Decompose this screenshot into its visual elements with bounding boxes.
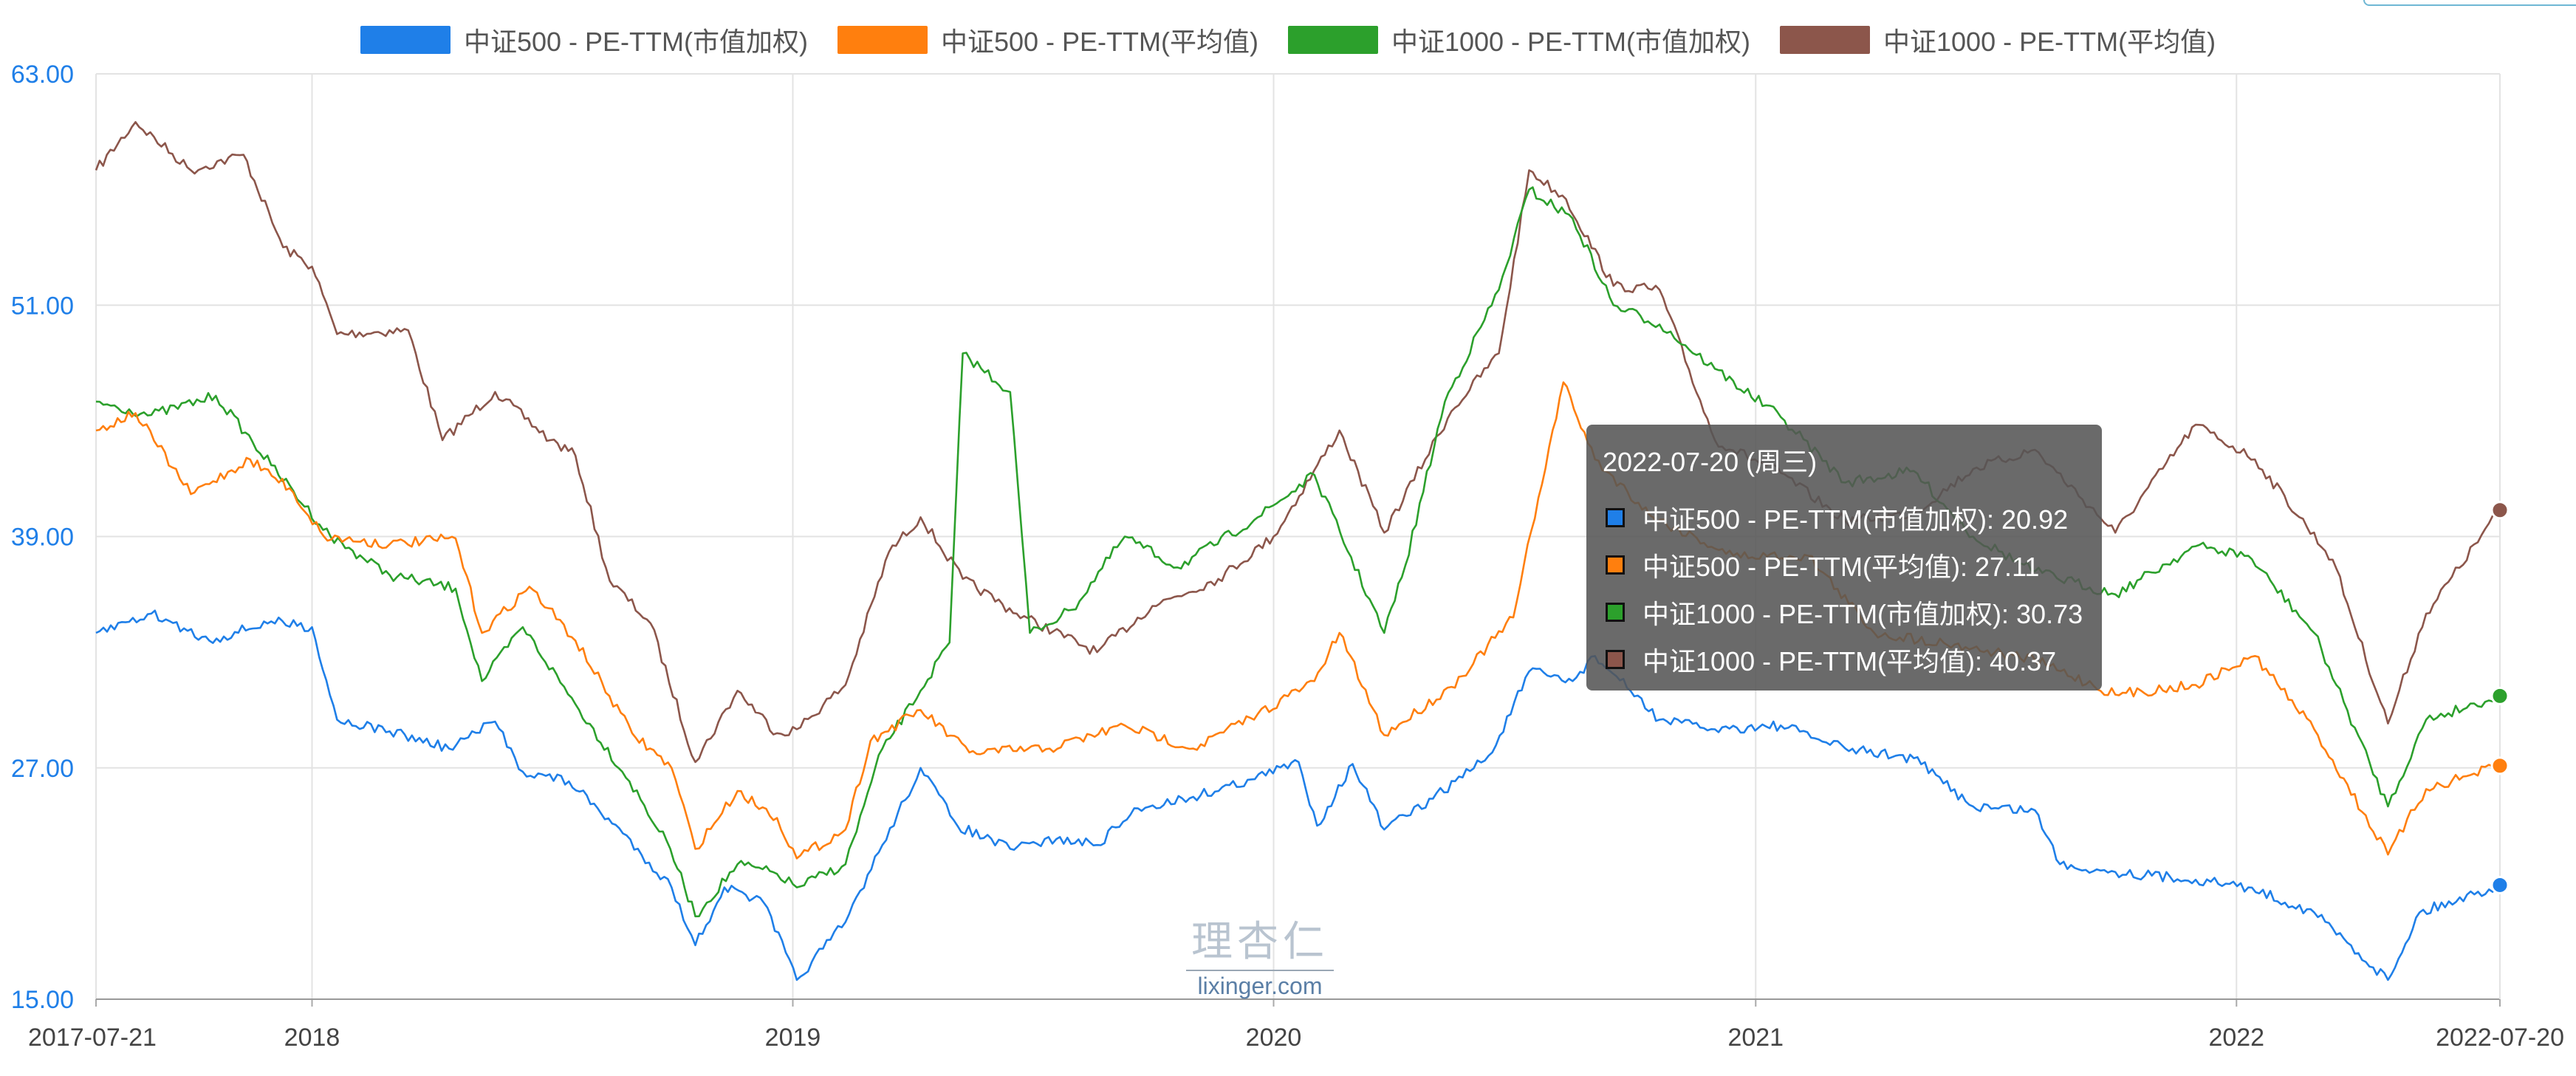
tooltip-row-csi1000-weighted: 中证1000 - PE-TTM(市值加权): 30.73 xyxy=(1606,593,2083,631)
end-markers[interactable] xyxy=(2490,501,2510,894)
legend-item-csi1000-average[interactable]: 中证1000 - PE-TTM(平均值) xyxy=(1780,21,2216,59)
tooltip-swatch xyxy=(1606,555,1625,575)
tooltip-value: 中证1000 - PE-TTM(平均值): 40.37 xyxy=(1642,646,2057,676)
watermark: 理杏仁 lixinger.com xyxy=(1179,908,1341,1000)
end-marker-csi500-average[interactable] xyxy=(2490,756,2510,775)
tooltip-value: 中证500 - PE-TTM(平均值): 27.11 xyxy=(1642,552,2040,582)
legend-item-csi500-weighted[interactable]: 中证500 - PE-TTM(市值加权) xyxy=(360,21,808,59)
end-marker-csi1000-average[interactable] xyxy=(2490,501,2510,520)
legend-swatch-csi500-weighted xyxy=(360,26,451,54)
series-line-csi1000-average xyxy=(95,121,2501,764)
series-lines xyxy=(95,121,2501,981)
end-marker-csi500-weighted[interactable] xyxy=(2490,875,2510,894)
x-tick-label: 2017-07-21 xyxy=(28,1024,157,1052)
legend-swatch-csi1000-weighted xyxy=(1287,26,1378,54)
end-marker-csi1000-weighted[interactable] xyxy=(2490,686,2510,705)
series-line-csi500-average xyxy=(95,381,2501,860)
watermark-divider xyxy=(1186,970,1334,971)
legend-swatch-csi1000-average xyxy=(1780,26,1871,54)
legend-label-csi1000-average: 中证1000 - PE-TTM(平均值) xyxy=(1883,27,2216,57)
gridlines xyxy=(95,73,2501,1000)
y-tick-label: 51.00 xyxy=(11,292,74,320)
legend-label-csi500-average: 中证500 - PE-TTM(平均值) xyxy=(940,27,1258,57)
y-tick-label: 15.00 xyxy=(11,986,74,1014)
x-tick-label: 2021 xyxy=(1727,1024,1784,1052)
hover-tooltip: 2022-07-20 (周三) 中证500 - PE-TTM(市值加权): 20… xyxy=(1586,425,2102,691)
x-tick-label: 2019 xyxy=(765,1024,821,1052)
legend: 中证500 - PE-TTM(市值加权) 中证500 - PE-TTM(平均值)… xyxy=(0,16,2576,64)
y-tick-label: 39.00 xyxy=(11,524,74,552)
tooltip-row-csi1000-average: 中证1000 - PE-TTM(平均值): 40.37 xyxy=(1606,640,2056,679)
y-tick-label: 63.00 xyxy=(11,61,74,89)
watermark-url: lixinger.com xyxy=(1197,973,1323,999)
legend-item-csi500-average[interactable]: 中证500 - PE-TTM(平均值) xyxy=(837,21,1258,59)
x-tick-label: 2022-07-20 xyxy=(2436,1024,2564,1052)
tooltip-value: 中证500 - PE-TTM(市值加权): 20.92 xyxy=(1642,504,2069,535)
top-right-control[interactable] xyxy=(2363,0,2576,6)
legend-swatch-csi500-average xyxy=(837,26,928,54)
axes: 63.00 51.00 39.00 27.00 15.00 2017-07-21 2018 2… xyxy=(11,61,2564,1052)
tooltip-value: 中证1000 - PE-TTM(市值加权): 30.73 xyxy=(1642,599,2083,629)
legend-item-csi1000-weighted[interactable]: 中证1000 - PE-TTM(市值加权) xyxy=(1287,21,1751,59)
x-tick-label: 2020 xyxy=(1246,1024,1302,1052)
x-tick-label: 2022 xyxy=(2208,1024,2264,1052)
series-line-csi500-weighted xyxy=(95,609,2501,981)
watermark-logo: 理杏仁 xyxy=(1191,918,1329,966)
y-tick-label: 27.00 xyxy=(11,755,74,783)
tooltip-swatch xyxy=(1606,650,1625,669)
tooltip-row-csi500-weighted: 中证500 - PE-TTM(市值加权): 20.92 xyxy=(1606,498,2068,537)
tooltip-swatch xyxy=(1606,603,1625,622)
legend-label-csi500-weighted: 中证500 - PE-TTM(市值加权) xyxy=(463,27,808,57)
legend-label-csi1000-weighted: 中证1000 - PE-TTM(市值加权) xyxy=(1391,27,1751,57)
tooltip-date: 2022-07-20 (周三) xyxy=(1603,447,1818,477)
tooltip-row-csi500-average: 中证500 - PE-TTM(平均值): 27.11 xyxy=(1606,546,2039,584)
tooltip-swatch xyxy=(1606,508,1625,527)
x-tick-label: 2018 xyxy=(284,1024,340,1052)
series-line-csi1000-weighted xyxy=(95,186,2501,918)
